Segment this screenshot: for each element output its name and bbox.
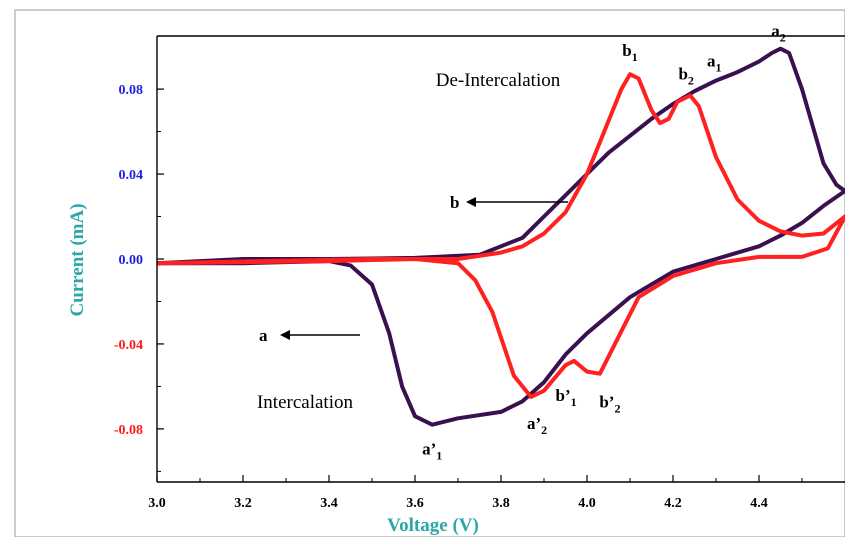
x-tick-label: 3.0 — [148, 496, 166, 511]
x-tick-label: 3.6 — [406, 496, 424, 511]
series-a-cathodic-curve — [157, 189, 845, 427]
x-tick-label: 4.0 — [578, 496, 596, 511]
peak-label-b2: b2 — [678, 64, 693, 87]
y-tick-label: -0.04 — [114, 338, 143, 353]
peak-label-a-prime-2: a’2 — [527, 414, 547, 437]
peak-label-b-prime-1: b’1 — [556, 386, 577, 409]
peak-label-b1: b1 — [622, 41, 637, 64]
y-axis-title: Current (mA) — [67, 203, 88, 316]
intercalation-label: Intercalation — [257, 392, 354, 413]
x-axis-title: Voltage (V) — [387, 515, 479, 536]
series-a-anodic-curve — [157, 46, 845, 266]
y-tick-label: 0.04 — [119, 168, 144, 183]
peak-label-a1: a1 — [707, 52, 722, 75]
series-b-anodic-curve — [157, 72, 845, 266]
series-b-cathodic-curve — [157, 214, 845, 399]
arrow-a-label: a — [259, 326, 268, 345]
peak-label-b-prime-2: b’2 — [599, 393, 620, 416]
arrow-a-head — [280, 330, 290, 340]
peak-label-a2: a2 — [771, 22, 786, 45]
x-tick-label: 3.2 — [234, 496, 252, 511]
peak-label-a-prime-1: a’1 — [422, 440, 442, 463]
y-tick-label: 0.00 — [119, 253, 144, 268]
y-tick-label: -0.08 — [114, 423, 143, 438]
x-tick-label: 3.4 — [320, 496, 338, 511]
arrow-b-head — [466, 197, 476, 207]
y-tick-label: 0.08 — [119, 83, 144, 98]
x-tick-label: 4.2 — [664, 496, 682, 511]
de-intercalation-label: De-Intercalation — [436, 70, 561, 91]
arrow-b-label: b — [450, 193, 459, 212]
x-tick-label: 4.4 — [750, 496, 768, 511]
x-tick-label: 3.8 — [492, 496, 510, 511]
